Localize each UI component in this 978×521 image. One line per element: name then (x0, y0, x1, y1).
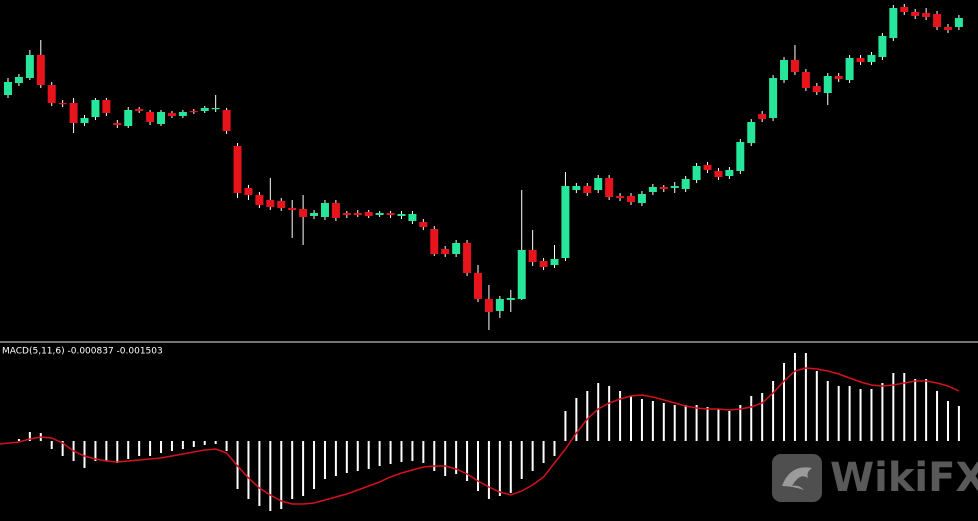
candle-body-down (703, 165, 712, 170)
candle-body-up (681, 179, 690, 189)
candle-body-up (320, 203, 329, 217)
candle-body-up (157, 112, 166, 124)
watermark-text: WikiFX (830, 455, 978, 501)
candle-body-down (113, 123, 122, 125)
candle-body-up (561, 186, 570, 258)
candle-body-down (463, 243, 472, 273)
candle-body-up (747, 122, 756, 143)
candle-body-down (473, 273, 482, 299)
watermark-icon (782, 467, 812, 490)
candle-body-down (528, 250, 537, 262)
candle-body-down (255, 195, 264, 205)
candle-body-down (331, 203, 340, 218)
candle-body-up (200, 108, 209, 111)
signal-line (0, 367, 960, 505)
indicator-label: MACD(5,11,6) -0.000837 -0.001503 (2, 347, 163, 357)
candle-body-up (845, 58, 854, 80)
candle-body-down (135, 109, 144, 111)
candle-body-up (594, 178, 603, 190)
candle-body-up (310, 213, 319, 216)
candle-body-down (233, 146, 242, 193)
candle-body-down (911, 12, 920, 16)
candle-body-down (419, 222, 428, 227)
candle-body-down (277, 201, 286, 208)
candle-body-down (583, 186, 592, 193)
candle-body-up (506, 298, 515, 300)
candle-body-up (736, 142, 745, 171)
candle-body-down (933, 14, 942, 27)
candle-body-up (452, 243, 461, 254)
candle-body-down (812, 86, 821, 92)
candle-body-up (211, 108, 220, 110)
candle-body-up (572, 186, 581, 190)
candle-body-up (692, 166, 701, 180)
candle-body-up (91, 100, 100, 117)
candle-body-down (222, 110, 231, 131)
candle-body-up (550, 259, 559, 265)
candle-body-down (342, 213, 351, 215)
candle-body-down (758, 114, 767, 119)
candle-body-up (178, 112, 187, 116)
candle-body-down (627, 196, 636, 202)
candle-body-down (943, 27, 952, 30)
candle-body-up (780, 60, 789, 80)
candle-body-down (146, 112, 155, 122)
candle-body-up (14, 77, 23, 83)
candle-body-down (69, 103, 78, 123)
candle-body-up (80, 118, 89, 123)
candle-body-down (441, 249, 450, 254)
candle-body-down (539, 261, 548, 267)
candle-body-up (648, 187, 657, 192)
candle-body-down (714, 171, 723, 177)
candle-body-up (637, 194, 646, 203)
candle-body-up (397, 214, 406, 216)
candle-body-down (189, 111, 198, 113)
candle-body-down (288, 208, 297, 210)
candle-body-up (495, 299, 504, 311)
candle-body-down (834, 76, 843, 79)
candle-body-down (36, 55, 45, 85)
candle-body-up (408, 214, 417, 221)
candle-body-down (484, 299, 493, 312)
candle-body-down (58, 103, 67, 105)
candle-body-up (375, 213, 384, 215)
candle-body-down (801, 72, 810, 88)
candle-body-down (102, 100, 111, 113)
candle-body-up (769, 78, 778, 118)
candle-body-down (353, 213, 362, 215)
candle-body-up (517, 250, 526, 299)
candle-body-down (430, 229, 439, 254)
candle-body-down (47, 85, 56, 103)
candle-body-up (25, 55, 34, 78)
candle-body-down (616, 196, 625, 198)
candle-body-up (954, 18, 963, 27)
candle-body-up (124, 110, 133, 126)
candle-body-down (605, 178, 614, 197)
candle-body-down (790, 60, 799, 72)
candle-body-down (299, 209, 308, 217)
candle-body-up (878, 36, 887, 57)
candle-body-up (889, 8, 898, 38)
candle-body-down (659, 187, 668, 189)
candle-body-down (167, 113, 176, 116)
candle-body-down (922, 13, 931, 17)
candle-body-up (823, 76, 832, 93)
candle-body-up (670, 186, 679, 188)
candle-body-down (900, 7, 909, 12)
candle-body-down (856, 58, 865, 62)
candle-body-down (266, 200, 275, 207)
candle-body-down (386, 213, 395, 215)
candle-body-up (867, 55, 876, 62)
candle-body-down (364, 212, 373, 216)
watermark: WikiFX (772, 454, 978, 502)
candle-body-up (725, 170, 734, 176)
candle-body-down (244, 188, 253, 195)
candle-body-up (4, 82, 12, 95)
